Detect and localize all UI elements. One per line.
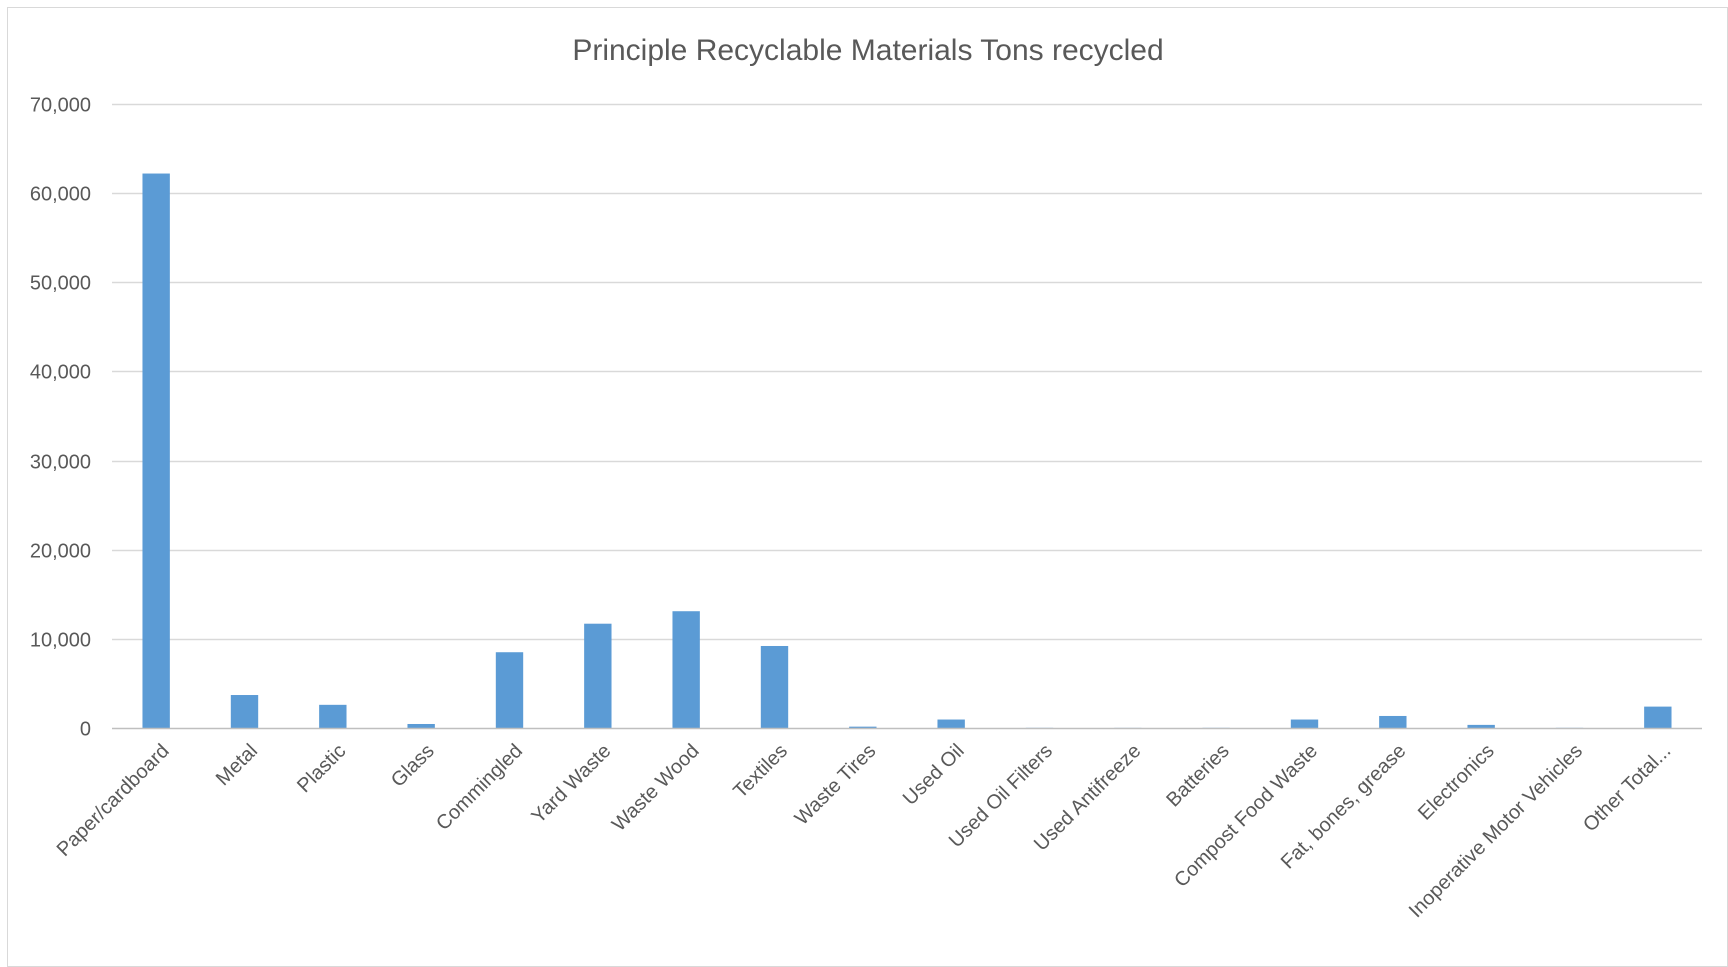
bar — [584, 623, 612, 728]
y-tick-label: 70,000 — [30, 95, 91, 117]
bar — [1644, 706, 1672, 728]
bar — [142, 173, 170, 728]
bar — [1290, 719, 1319, 728]
gridlines — [112, 103, 1702, 641]
y-tick-label: 10,000 — [30, 630, 91, 652]
bar — [407, 723, 435, 728]
bar — [1467, 724, 1495, 728]
bar — [495, 652, 524, 728]
y-tick-label: 50,000 — [30, 273, 91, 295]
y-tick-label: 30,000 — [30, 452, 91, 474]
y-tick-label: 0 — [80, 719, 91, 741]
chart-title: Principle Recyclable Materials Tons recy… — [572, 34, 1163, 67]
bar — [230, 695, 259, 728]
bar — [760, 645, 789, 728]
y-tick-label: 40,000 — [30, 362, 91, 384]
bars — [142, 173, 1672, 728]
chart-border — [7, 7, 1728, 967]
y-tick-label: 20,000 — [30, 541, 91, 563]
bar — [672, 611, 700, 728]
bar — [1379, 715, 1407, 728]
bar — [319, 704, 347, 728]
y-tick-label: 60,000 — [30, 184, 91, 206]
bar — [937, 719, 965, 728]
y-axis-ticks: 0 10,000 20,000 30,000 40,000 50,000 60,000 70,… — [30, 95, 91, 741]
bar — [849, 726, 877, 728]
